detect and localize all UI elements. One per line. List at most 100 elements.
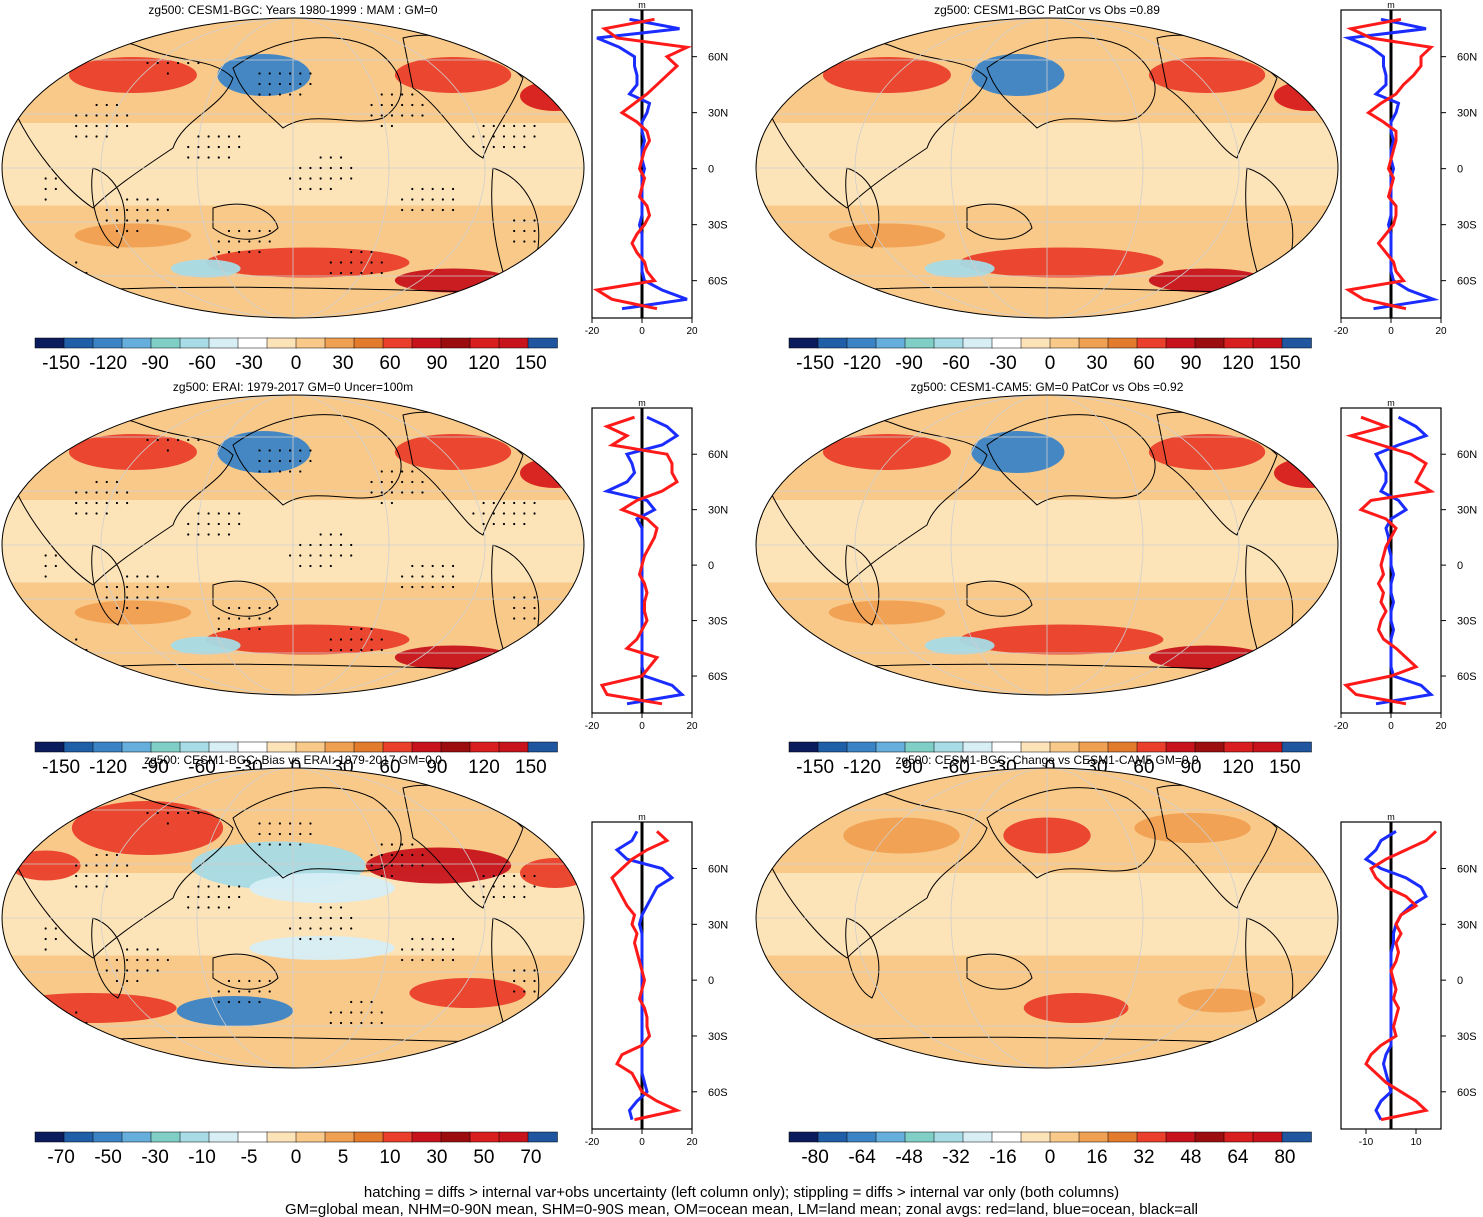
stipple-dot bbox=[146, 219, 149, 222]
stipple-dot bbox=[95, 853, 98, 857]
stipple-dot bbox=[278, 82, 282, 86]
stipple-dot bbox=[227, 1000, 231, 1004]
stipple-dot bbox=[258, 843, 261, 846]
colorbar-label: 16 bbox=[1086, 1147, 1107, 1168]
stipple-dot bbox=[513, 124, 516, 128]
colorbar-swatch bbox=[991, 337, 1022, 349]
stipple-dot bbox=[54, 177, 57, 180]
stipple-dot bbox=[54, 564, 57, 568]
stipple-dot bbox=[370, 480, 373, 484]
stipple-dot bbox=[126, 229, 129, 233]
anomaly-blob bbox=[74, 223, 192, 248]
stipple-dot bbox=[380, 648, 383, 652]
stipple-dot bbox=[329, 533, 332, 536]
stipple-dot bbox=[380, 874, 383, 878]
colorbar-swatch bbox=[962, 337, 993, 349]
stipple-dot bbox=[54, 554, 57, 557]
stipple-dot bbox=[329, 554, 332, 557]
stipple-dot bbox=[401, 103, 404, 107]
stipple-dot bbox=[156, 948, 159, 951]
colorbar-swatch bbox=[179, 741, 210, 753]
stipple-dot bbox=[136, 208, 139, 212]
colorbar-label: -90 bbox=[895, 757, 922, 778]
stipple-dot bbox=[299, 916, 302, 920]
stipple-dot bbox=[227, 240, 231, 243]
stipple-dot bbox=[217, 240, 220, 243]
stipple-dot bbox=[54, 187, 57, 191]
panel-5: zg500: CESM1-BGC: Bias vs ERAI: 1979-201… bbox=[1, 753, 728, 1168]
stipple-dot bbox=[482, 501, 485, 505]
profile-lat-label: 0 bbox=[1457, 164, 1463, 176]
stipple-dot bbox=[238, 250, 241, 254]
colorbar-swatch bbox=[179, 1131, 210, 1143]
colorbar-swatch bbox=[991, 1131, 1022, 1143]
stipple-dot bbox=[258, 617, 261, 620]
stipple-dot bbox=[533, 596, 536, 599]
stipple-dot bbox=[207, 135, 210, 138]
profile-lat-label: 30S bbox=[708, 616, 728, 628]
colorbar-swatch bbox=[527, 337, 558, 349]
colorbar-swatch bbox=[411, 741, 442, 753]
stipple-dot bbox=[441, 958, 444, 962]
stipple-dot bbox=[513, 895, 516, 899]
stipple-dot bbox=[176, 811, 180, 815]
stipple-dot bbox=[217, 627, 220, 631]
profile-x-label: 20 bbox=[686, 326, 698, 337]
stipple-dot bbox=[513, 240, 516, 243]
stipple-dot bbox=[390, 124, 394, 128]
coastline bbox=[212, 580, 279, 617]
anomaly-blob bbox=[822, 434, 951, 470]
stipple-dot bbox=[187, 438, 190, 442]
stipple-dot bbox=[166, 208, 169, 212]
stipple-dot bbox=[197, 135, 200, 138]
colorbar-swatch bbox=[324, 741, 355, 753]
anomaly-blob bbox=[924, 259, 995, 278]
stipple-dot bbox=[482, 885, 485, 888]
stipple-dot bbox=[258, 459, 261, 463]
stipple-dot bbox=[401, 958, 404, 962]
stipple-dot bbox=[370, 114, 373, 117]
stipple-dot bbox=[319, 564, 322, 568]
profile-lat-label: 30N bbox=[708, 919, 728, 931]
map-title: zg500: ERAI: 1979-2017 GM=0 Uncer=100m bbox=[173, 380, 413, 394]
graticule-lon bbox=[196, 395, 390, 695]
stipple-dot bbox=[197, 906, 200, 909]
colorbar-swatch bbox=[875, 741, 906, 753]
coastline bbox=[232, 37, 402, 129]
stipple-dot bbox=[126, 948, 129, 951]
stipple-dot bbox=[299, 470, 302, 473]
stipple-dot bbox=[523, 124, 526, 128]
coastline bbox=[91, 917, 126, 999]
stipple-dot bbox=[136, 606, 139, 610]
stipple-dot bbox=[370, 627, 373, 631]
anomaly-blob bbox=[828, 600, 946, 625]
stipple-dot bbox=[502, 512, 506, 515]
stipple-dot bbox=[299, 543, 302, 547]
profile-lat-label: 0 bbox=[708, 975, 714, 987]
stipple-dot bbox=[513, 229, 516, 233]
stipple-dot bbox=[533, 124, 536, 128]
colorbar-swatch bbox=[1252, 741, 1283, 753]
stipple-dot bbox=[54, 927, 57, 930]
anomaly-blob bbox=[365, 847, 512, 884]
graticule-lon bbox=[196, 18, 390, 318]
stipple-dot bbox=[421, 958, 424, 962]
colorbar-swatch bbox=[1165, 1131, 1196, 1143]
colorbar-label: -30 bbox=[989, 353, 1016, 374]
colorbar-swatch bbox=[962, 741, 993, 753]
stipple-dot bbox=[401, 198, 404, 201]
colorbar-swatch bbox=[382, 337, 413, 349]
graticule-lon bbox=[854, 18, 1240, 318]
stipple-dot bbox=[105, 969, 108, 972]
stipple-dot bbox=[278, 449, 282, 452]
stipple-dot bbox=[299, 449, 302, 452]
stipple-dot bbox=[523, 501, 526, 505]
stipple-dot bbox=[421, 103, 424, 107]
stipple-dot bbox=[513, 135, 516, 138]
colorbar-swatch bbox=[1020, 1131, 1051, 1143]
profile-lat-label: 60S bbox=[1457, 1087, 1477, 1099]
colorbar-swatch bbox=[817, 741, 848, 753]
colorbar-swatch bbox=[1281, 337, 1312, 349]
profile-unit: m bbox=[638, 0, 646, 10]
stipple-dot bbox=[492, 522, 495, 526]
